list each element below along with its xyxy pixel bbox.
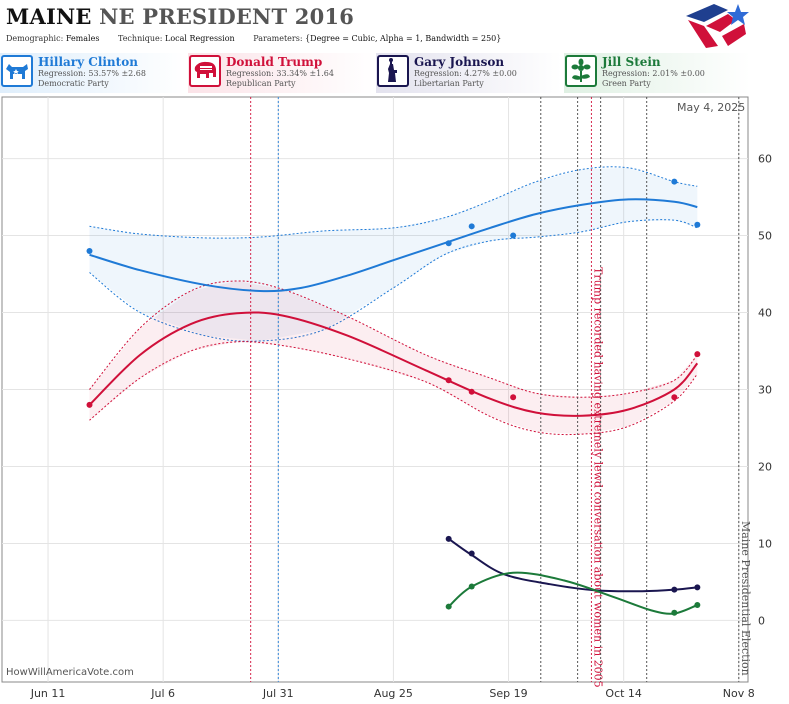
trend-line xyxy=(89,198,698,293)
poll-point xyxy=(694,221,701,228)
technique-label: Technique: xyxy=(117,34,163,43)
x-tick-label: Sep 19 xyxy=(489,687,527,700)
x-tick-label: Aug 25 xyxy=(374,687,413,700)
poll-point xyxy=(468,388,475,395)
demographic-label: Demographic: xyxy=(6,34,64,43)
candidate-card-clinton: Hillary Clinton Regression: 53.57% ±2.68… xyxy=(0,53,186,93)
candidate-regression: Regression: 33.34% ±1.64 xyxy=(226,69,334,78)
poll-point xyxy=(445,603,452,610)
candidate-regression: Regression: 53.57% ±2.68 xyxy=(38,69,146,78)
poll-chart: Jun 11 Jul 6 Jul 31 Aug 25 Sep 19 Oct 14 Nov 8… xyxy=(1,96,772,700)
parameters-line: Demographic: Females Technique: Local Re… xyxy=(6,34,517,43)
y-tick-label: 30 xyxy=(758,384,772,397)
race-name: NE PRESIDENT 2016 xyxy=(99,4,355,29)
candidate-card-johnson: Gary Johnson Regression: 4.27% ±0.00 Lib… xyxy=(376,53,562,93)
demographic-value: Females xyxy=(65,34,100,43)
band-lower-line xyxy=(89,219,698,342)
elephant-icon xyxy=(189,55,221,87)
poll-point xyxy=(468,583,475,590)
poll-point xyxy=(468,550,475,557)
leaf-flower-icon xyxy=(565,55,597,87)
event-label: Trump recorded having extremely lewd con… xyxy=(591,267,604,688)
y-tick-label: 40 xyxy=(758,307,772,320)
x-tick-label: Jul 6 xyxy=(150,687,175,700)
poll-point xyxy=(86,247,93,254)
trend-line xyxy=(88,311,699,417)
poll-point xyxy=(445,377,452,384)
date-stamp: May 4, 2025 xyxy=(677,101,746,114)
state-name: MAINE xyxy=(6,4,92,29)
candidate-card-trump: Donald Trump Regression: 33.34% ±1.64 Re… xyxy=(188,53,374,93)
poll-point xyxy=(468,223,475,230)
parameters-value: {Degree = Cubic, Alpha = 1, Bandwidth = … xyxy=(305,34,502,43)
candidate-party: Green Party xyxy=(602,79,651,88)
y-tick-label: 60 xyxy=(758,153,772,166)
band-lower-line xyxy=(89,341,698,436)
poll-point xyxy=(671,394,678,401)
candidate-party: Republican Party xyxy=(226,79,296,88)
poll-point xyxy=(510,232,517,239)
y-tick-label: 20 xyxy=(758,460,772,473)
x-tick-label: Oct 14 xyxy=(605,687,642,700)
band-upper-line xyxy=(89,280,698,398)
poll-point xyxy=(671,586,678,593)
x-tick-label: Nov 8 xyxy=(723,687,755,700)
candidate-name: Donald Trump xyxy=(226,55,323,69)
poll-point xyxy=(86,401,93,408)
candidate-name: Jill Stein xyxy=(602,55,661,69)
candidate-party: Democratic Party xyxy=(38,79,109,88)
y-tick-label: 50 xyxy=(758,230,772,243)
poll-point xyxy=(671,609,678,616)
candidate-name: Gary Johnson xyxy=(414,55,505,69)
x-tick-label: Jun 11 xyxy=(30,687,66,700)
candidate-card-stein: Jill Stein Regression: 2.01% ±0.00 Green… xyxy=(564,53,750,93)
donkey-icon xyxy=(1,55,33,87)
x-tick-label: Jul 31 xyxy=(262,687,294,700)
confidence-band xyxy=(89,281,698,435)
candidate-legend: Hillary Clinton Regression: 53.57% ±2.68… xyxy=(0,53,789,93)
poll-point xyxy=(694,602,701,609)
technique-value: Local Regression xyxy=(165,34,235,43)
site-logo xyxy=(686,4,749,48)
candidate-regression: Regression: 2.01% ±0.00 xyxy=(602,69,705,78)
candidate-name: Hillary Clinton xyxy=(38,55,138,69)
band-upper-line xyxy=(89,166,698,239)
poll-point xyxy=(510,394,517,401)
poll-point xyxy=(445,240,452,247)
liberty-torch-icon xyxy=(377,55,409,87)
site-watermark: HowWillAmericaVote.com xyxy=(6,667,134,678)
poll-point xyxy=(694,351,701,358)
poll-point xyxy=(694,584,701,591)
page-title: MAINE NE PRESIDENT 2016 xyxy=(6,4,354,29)
y-tick-label: 0 xyxy=(758,614,765,627)
poll-point xyxy=(671,178,678,185)
parameters-label: Parameters: xyxy=(253,34,303,43)
y-tick-label: 10 xyxy=(758,537,772,550)
candidate-regression: Regression: 4.27% ±0.00 xyxy=(414,69,517,78)
poll-point xyxy=(445,535,452,542)
event-label: Maine Presidential Election xyxy=(739,521,752,676)
candidate-party: Libertarian Party xyxy=(414,79,484,88)
